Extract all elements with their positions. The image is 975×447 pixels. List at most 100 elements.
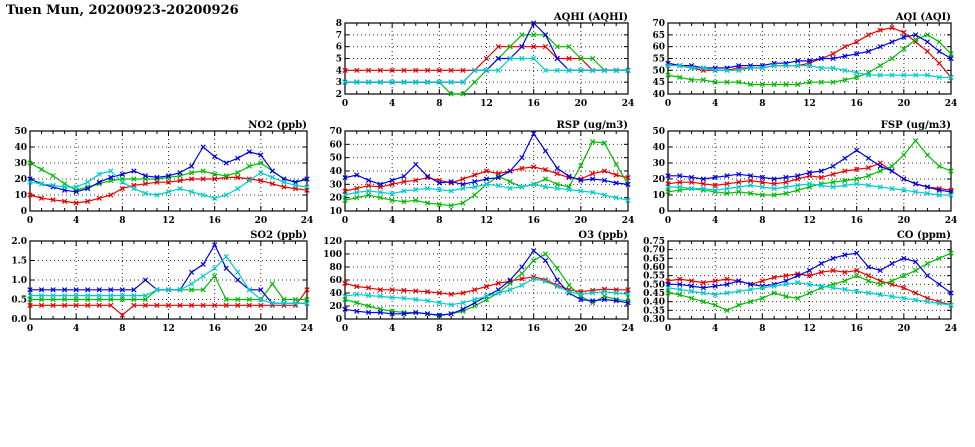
svg-text:50: 50	[14, 127, 27, 137]
svg-text:7: 7	[336, 31, 342, 41]
svg-text:40: 40	[329, 167, 342, 177]
svg-text:30: 30	[329, 180, 342, 190]
svg-text:AQHI (AQHI): AQHI (AQHI)	[553, 12, 628, 23]
svg-text:12: 12	[480, 99, 493, 109]
svg-text:10: 10	[652, 191, 665, 201]
rsp-chart: 10 20 30 40 50 60 70 0 4 8 12 16 20 24 RSP (ug/m3)	[329, 120, 634, 226]
svg-text:16: 16	[850, 216, 863, 226]
svg-text:24: 24	[945, 324, 958, 334]
svg-text:AQI (AQI): AQI (AQI)	[895, 12, 951, 23]
svg-text:0: 0	[665, 216, 671, 226]
svg-text:0: 0	[342, 99, 348, 109]
svg-text:20: 20	[898, 99, 911, 109]
svg-text:4: 4	[712, 216, 718, 226]
svg-text:0: 0	[27, 216, 33, 226]
svg-text:16: 16	[850, 324, 863, 334]
svg-text:16: 16	[850, 99, 863, 109]
svg-text:4: 4	[712, 324, 718, 334]
svg-text:12: 12	[480, 216, 493, 226]
svg-text:0.75: 0.75	[643, 237, 665, 247]
svg-text:24: 24	[301, 324, 314, 334]
svg-text:20: 20	[575, 99, 588, 109]
svg-text:8: 8	[119, 216, 125, 226]
svg-text:60: 60	[329, 276, 342, 286]
svg-text:12: 12	[162, 216, 175, 226]
svg-text:65: 65	[652, 31, 665, 41]
svg-text:30: 30	[14, 159, 27, 169]
svg-text:CO (ppm): CO (ppm)	[897, 230, 951, 241]
svg-text:20: 20	[575, 216, 588, 226]
svg-text:60: 60	[329, 140, 342, 150]
svg-text:0.50: 0.50	[643, 280, 665, 290]
svg-text:100: 100	[323, 250, 342, 260]
svg-text:24: 24	[301, 216, 314, 226]
svg-text:0: 0	[21, 207, 27, 217]
svg-text:5: 5	[336, 55, 342, 65]
svg-text:8: 8	[759, 324, 765, 334]
svg-text:20: 20	[652, 175, 665, 185]
svg-text:55: 55	[652, 55, 665, 65]
svg-text:20: 20	[14, 175, 27, 185]
svg-text:20: 20	[898, 216, 911, 226]
svg-text:12: 12	[803, 324, 816, 334]
svg-text:0.30: 0.30	[643, 315, 665, 325]
svg-text:24: 24	[622, 99, 635, 109]
svg-text:10: 10	[14, 191, 27, 201]
svg-text:24: 24	[622, 324, 635, 334]
svg-text:16: 16	[527, 99, 540, 109]
svg-text:1.5: 1.5	[11, 257, 27, 267]
svg-text:0: 0	[665, 324, 671, 334]
svg-text:6: 6	[336, 43, 342, 53]
svg-text:4: 4	[336, 66, 342, 76]
svg-text:0: 0	[27, 324, 33, 334]
svg-text:12: 12	[480, 324, 493, 334]
svg-text:50: 50	[329, 154, 342, 164]
svg-text:40: 40	[14, 143, 27, 153]
svg-text:70: 70	[652, 19, 665, 29]
svg-text:12: 12	[803, 99, 816, 109]
svg-text:RSP (ug/m3): RSP (ug/m3)	[557, 120, 628, 131]
svg-text:3: 3	[336, 78, 342, 88]
svg-text:0.60: 0.60	[643, 263, 665, 273]
svg-text:8: 8	[436, 99, 442, 109]
svg-text:60: 60	[652, 43, 665, 53]
svg-text:16: 16	[527, 324, 540, 334]
svg-text:0.70: 0.70	[643, 246, 665, 256]
o3-chart: 0 20 40 60 80 100 120 0 4 8 12 16 20 24 O3 (ppb)	[323, 230, 635, 334]
svg-text:8: 8	[759, 99, 765, 109]
svg-text:40: 40	[329, 289, 342, 299]
page-title: Tuen Mun, 20200923-20200926	[6, 3, 239, 18]
svg-text:20: 20	[329, 194, 342, 204]
svg-text:0.65: 0.65	[643, 254, 665, 264]
fsp-chart: 0 10 20 30 40 50 0 4 8 12 16 20 24 FSP (ug/m3)	[652, 120, 957, 226]
svg-text:2.0: 2.0	[11, 237, 27, 247]
svg-text:50: 50	[652, 66, 665, 76]
svg-text:O3 (ppb): O3 (ppb)	[578, 230, 628, 241]
svg-text:120: 120	[323, 237, 342, 247]
svg-text:4: 4	[389, 99, 395, 109]
svg-text:0.5: 0.5	[11, 296, 27, 306]
svg-text:20: 20	[575, 324, 588, 334]
svg-text:40: 40	[652, 143, 665, 153]
svg-text:8: 8	[759, 216, 765, 226]
svg-text:20: 20	[255, 216, 268, 226]
svg-text:10: 10	[329, 207, 342, 217]
svg-text:NO2 (ppb): NO2 (ppb)	[248, 120, 307, 131]
svg-text:0: 0	[665, 99, 671, 109]
svg-text:0.0: 0.0	[11, 315, 27, 325]
svg-text:2: 2	[336, 90, 342, 100]
svg-text:4: 4	[73, 324, 79, 334]
svg-text:80: 80	[329, 263, 342, 273]
svg-text:0: 0	[336, 315, 342, 325]
svg-text:0.45: 0.45	[643, 289, 665, 299]
no2-chart: 0 10 20 30 40 50 0 4 8 12 16 20 24 NO2 (ppb)	[14, 120, 314, 226]
svg-text:20: 20	[255, 324, 268, 334]
svg-text:0.35: 0.35	[643, 306, 665, 316]
svg-text:0: 0	[342, 216, 348, 226]
svg-text:4: 4	[712, 99, 718, 109]
svg-text:8: 8	[336, 19, 342, 29]
svg-text:4: 4	[389, 216, 395, 226]
